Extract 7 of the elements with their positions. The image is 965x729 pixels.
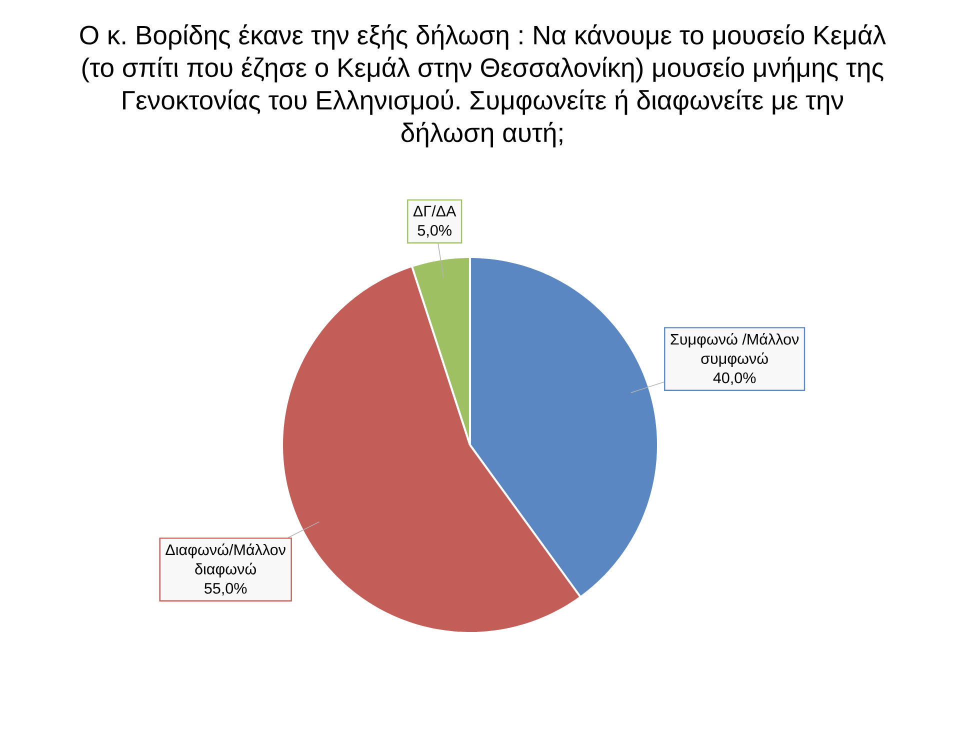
slice-label: Συμφωνώ /Μάλλον συμφωνώ (670, 333, 799, 367)
data-label: 5,0% (418, 224, 452, 238)
data-label: 40,0% (713, 372, 756, 386)
slice-label: Διαφωνώ/Μάλλον διαφωνώ (166, 544, 286, 578)
chart-title: Ο κ. Βορίδης έκανε την εξής δήλωση : Να κάνουμε το μουσείο Κεμάλ (το σπίτι που έζησε ο Κεμάλ στην Θεσσαλονίκη) μουσείο μνήμης της Γενοκτονίας του Ελληνισμού. Συμφωνείτε ή διαφωνείτε με την δήλωση αυτή; (80, 24, 886, 148)
data-label: 55,0% (204, 582, 247, 596)
slice-label: ΔΓ/ΔΑ (413, 205, 456, 217)
